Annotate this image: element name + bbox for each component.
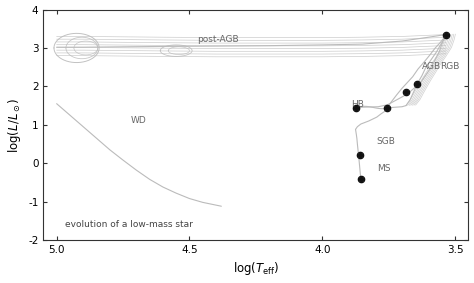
X-axis label: $\log(T_{\rm eff})$: $\log(T_{\rm eff})$	[233, 260, 279, 277]
Text: SGB: SGB	[377, 137, 396, 146]
Text: AGB: AGB	[422, 62, 441, 71]
Y-axis label: $\log(L/L_\odot)$: $\log(L/L_\odot)$	[6, 97, 23, 153]
Text: MS: MS	[377, 164, 390, 173]
Text: post-AGB: post-AGB	[198, 35, 239, 44]
Text: WD: WD	[131, 116, 147, 125]
Text: HB: HB	[352, 100, 365, 109]
Text: evolution of a low-mass star: evolution of a low-mass star	[64, 220, 192, 229]
Text: RGB: RGB	[440, 62, 460, 71]
